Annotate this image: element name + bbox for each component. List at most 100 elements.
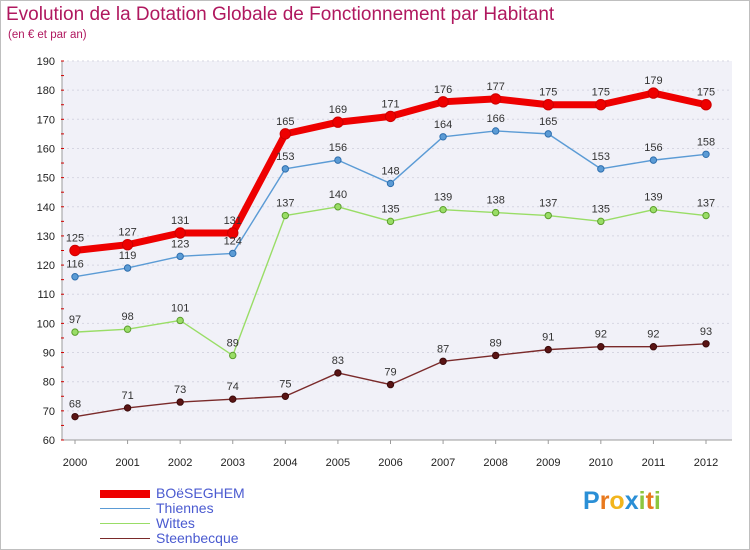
y-tick-label: 60 bbox=[43, 435, 55, 447]
data-label: 177 bbox=[486, 81, 504, 93]
data-label: 83 bbox=[332, 355, 344, 367]
data-point bbox=[176, 398, 184, 406]
legend-label: Thiennes bbox=[156, 500, 214, 516]
data-label: 116 bbox=[66, 259, 84, 271]
data-label: 123 bbox=[171, 238, 189, 250]
data-label: 156 bbox=[644, 142, 662, 154]
data-label: 125 bbox=[66, 233, 84, 245]
data-point bbox=[439, 357, 447, 365]
data-point bbox=[491, 208, 500, 217]
data-label: 131 bbox=[224, 215, 242, 227]
data-label: 139 bbox=[644, 192, 662, 204]
data-label: 131 bbox=[171, 215, 189, 227]
y-tick-label: 130 bbox=[37, 231, 55, 243]
data-label: 79 bbox=[384, 367, 396, 379]
legend-label: BOëSEGHEM bbox=[156, 485, 245, 501]
data-point bbox=[595, 99, 607, 111]
data-label: 137 bbox=[539, 198, 557, 210]
legend-swatch bbox=[100, 522, 150, 525]
data-point bbox=[174, 227, 186, 239]
data-point bbox=[544, 130, 552, 138]
x-tick-label: 2009 bbox=[536, 457, 560, 469]
chart-subtitle: (en € et par an) bbox=[8, 29, 87, 41]
data-point bbox=[649, 343, 658, 351]
logo-letter: r bbox=[599, 487, 610, 515]
data-point bbox=[439, 133, 447, 141]
data-point bbox=[123, 264, 132, 272]
data-point bbox=[649, 205, 658, 214]
data-label: 92 bbox=[595, 329, 607, 341]
data-point bbox=[69, 244, 81, 257]
data-label: 135 bbox=[381, 203, 399, 215]
data-point bbox=[229, 249, 237, 258]
data-point bbox=[700, 99, 712, 111]
data-label: 176 bbox=[434, 84, 452, 96]
data-label: 135 bbox=[592, 203, 610, 215]
data-point bbox=[384, 110, 397, 123]
chart-legend: BOëSEGHEM Thiennes Wittes Steenbecque bbox=[100, 486, 245, 546]
data-label: 137 bbox=[276, 198, 294, 210]
data-label: 179 bbox=[644, 75, 662, 87]
data-point bbox=[544, 211, 552, 220]
data-label: 92 bbox=[647, 329, 659, 341]
data-label: 74 bbox=[227, 381, 239, 393]
data-point bbox=[702, 340, 710, 348]
logo-letter: i bbox=[653, 487, 661, 515]
data-point bbox=[386, 217, 395, 226]
x-tick-label: 2006 bbox=[378, 457, 402, 469]
data-point bbox=[334, 203, 342, 211]
data-label: 138 bbox=[486, 195, 504, 207]
data-point bbox=[71, 412, 79, 421]
data-point bbox=[386, 380, 395, 389]
data-point bbox=[597, 217, 605, 226]
data-label: 137 bbox=[697, 198, 715, 210]
legend-item: Wittes bbox=[100, 516, 245, 531]
y-tick-label: 170 bbox=[37, 114, 55, 126]
y-tick-label: 160 bbox=[37, 143, 55, 155]
data-label: 101 bbox=[171, 302, 189, 314]
data-label: 175 bbox=[539, 87, 557, 99]
x-tick-label: 2011 bbox=[642, 457, 666, 469]
data-label: 175 bbox=[697, 87, 715, 99]
data-point bbox=[334, 156, 342, 164]
data-label: 71 bbox=[121, 390, 133, 402]
data-label: 165 bbox=[539, 116, 557, 128]
y-tick-label: 100 bbox=[37, 318, 55, 330]
data-label: 175 bbox=[592, 87, 610, 99]
data-label: 158 bbox=[697, 136, 715, 148]
data-point bbox=[386, 179, 395, 188]
data-label: 93 bbox=[700, 326, 712, 338]
data-point bbox=[279, 128, 292, 140]
data-label: 169 bbox=[329, 104, 347, 116]
data-point bbox=[281, 165, 290, 173]
legend-label: Steenbecque bbox=[156, 530, 239, 546]
y-tick-label: 180 bbox=[37, 85, 55, 97]
data-point bbox=[227, 227, 239, 239]
data-label: 91 bbox=[542, 332, 554, 344]
data-label: 87 bbox=[437, 343, 449, 355]
logo-letter: i bbox=[638, 487, 646, 515]
data-point bbox=[121, 238, 134, 251]
legend-item: Steenbecque bbox=[100, 531, 245, 546]
data-label: 97 bbox=[69, 314, 81, 326]
data-point bbox=[229, 395, 237, 403]
x-tick-label: 2005 bbox=[326, 457, 350, 469]
data-label: 68 bbox=[69, 399, 81, 411]
x-tick-label: 2012 bbox=[694, 457, 718, 469]
x-tick-label: 2002 bbox=[168, 457, 192, 469]
chart-title: Evolution de la Dotation Globale de Fonc… bbox=[6, 4, 555, 25]
data-label: 98 bbox=[121, 311, 133, 323]
y-tick-label: 110 bbox=[37, 289, 55, 301]
data-point bbox=[489, 93, 502, 105]
x-tick-label: 2001 bbox=[115, 457, 139, 469]
data-label: 166 bbox=[486, 113, 504, 125]
data-point bbox=[702, 150, 710, 158]
data-point bbox=[491, 351, 500, 360]
data-point bbox=[597, 343, 605, 351]
y-tick-label: 70 bbox=[43, 406, 55, 418]
x-tick-label: 2008 bbox=[483, 457, 507, 469]
logo-letter: o bbox=[609, 487, 625, 515]
data-label: 153 bbox=[592, 151, 610, 163]
data-label: 73 bbox=[174, 384, 186, 396]
